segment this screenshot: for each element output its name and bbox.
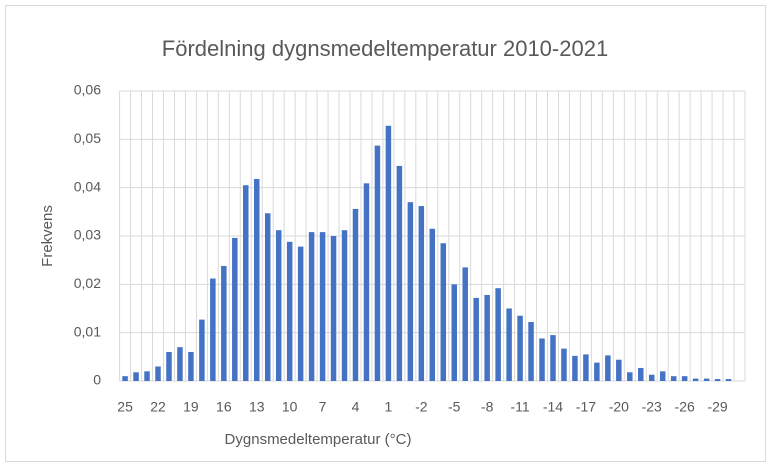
y-axis-title: Frekvens [39, 205, 56, 267]
bar [670, 376, 677, 381]
bar [659, 371, 666, 381]
bar [264, 213, 271, 381]
bar [297, 246, 304, 381]
x-tick-label: -5 [448, 399, 461, 415]
x-tick-label: -8 [481, 399, 494, 415]
bar [440, 243, 447, 381]
bar [133, 372, 139, 381]
y-tick-label: 0,06 [74, 82, 101, 98]
bar [166, 352, 172, 381]
bar [363, 183, 370, 381]
bar [692, 378, 699, 381]
bar [572, 355, 578, 381]
bar [528, 322, 534, 381]
x-tick-label: 4 [352, 399, 360, 415]
bar [703, 378, 710, 381]
bar [221, 265, 227, 381]
bar [462, 267, 468, 381]
y-tick-label: 0,05 [74, 130, 101, 146]
bar [122, 376, 128, 381]
bar [714, 379, 721, 381]
bar [605, 355, 611, 381]
bar [396, 165, 403, 381]
bar [561, 348, 567, 381]
chart-frame [5, 5, 766, 462]
bar [594, 362, 600, 381]
bar [254, 178, 260, 381]
bar [275, 230, 282, 381]
bar [210, 278, 216, 381]
bar [638, 367, 644, 381]
bar [385, 125, 392, 381]
bar [155, 366, 161, 381]
bar [144, 371, 150, 381]
bar [308, 232, 315, 381]
x-tick-label: 16 [216, 399, 232, 415]
bar [374, 145, 381, 381]
bar [517, 315, 523, 381]
bar [429, 228, 436, 381]
bar [583, 354, 589, 381]
x-tick-label: -2 [415, 399, 428, 415]
bar [418, 206, 425, 381]
x-tick-label: 13 [249, 399, 265, 415]
bar [407, 202, 414, 381]
y-tick-label: 0,04 [74, 178, 101, 194]
bar [550, 335, 556, 381]
bar [484, 294, 490, 381]
bar [473, 297, 479, 381]
bar [648, 374, 655, 381]
x-tick-label: 7 [319, 399, 327, 415]
x-tick-label: 25 [117, 399, 133, 415]
bar [243, 185, 249, 381]
bar [330, 236, 337, 381]
bar [495, 288, 501, 381]
bar [616, 359, 622, 381]
bar [506, 308, 512, 381]
chart-title: Fördelning dygnsmedeltemperatur 2010-202… [162, 36, 608, 61]
bar [627, 372, 633, 381]
x-tick-label: -17 [576, 399, 596, 415]
bar [352, 208, 359, 381]
bar [681, 376, 688, 381]
x-tick-label: 10 [282, 399, 298, 415]
x-tick-label: -23 [642, 399, 662, 415]
bar [451, 284, 457, 381]
x-tick-label: 1 [385, 399, 393, 415]
bar [177, 347, 183, 381]
x-tick-label: -14 [543, 399, 563, 415]
y-tick-label: 0,01 [74, 323, 101, 339]
bar [539, 338, 545, 381]
bar [725, 379, 732, 381]
y-tick-label: 0 [93, 372, 101, 388]
x-tick-label: 22 [150, 399, 166, 415]
bar [188, 352, 194, 381]
x-tick-label: -11 [510, 399, 529, 415]
x-tick-label: -26 [675, 399, 695, 415]
x-tick-label: -20 [609, 399, 629, 415]
bar [286, 241, 293, 381]
bar [319, 232, 326, 381]
y-tick-label: 0,02 [74, 275, 101, 291]
x-tick-label: 19 [183, 399, 199, 415]
y-tick-label: 0,03 [74, 227, 101, 243]
bar [341, 230, 348, 381]
x-axis-title: Dygnsmedeltemperatur (°C) [225, 431, 412, 448]
bar [232, 237, 238, 381]
x-tick-label: -29 [707, 399, 727, 415]
bar [199, 319, 205, 381]
